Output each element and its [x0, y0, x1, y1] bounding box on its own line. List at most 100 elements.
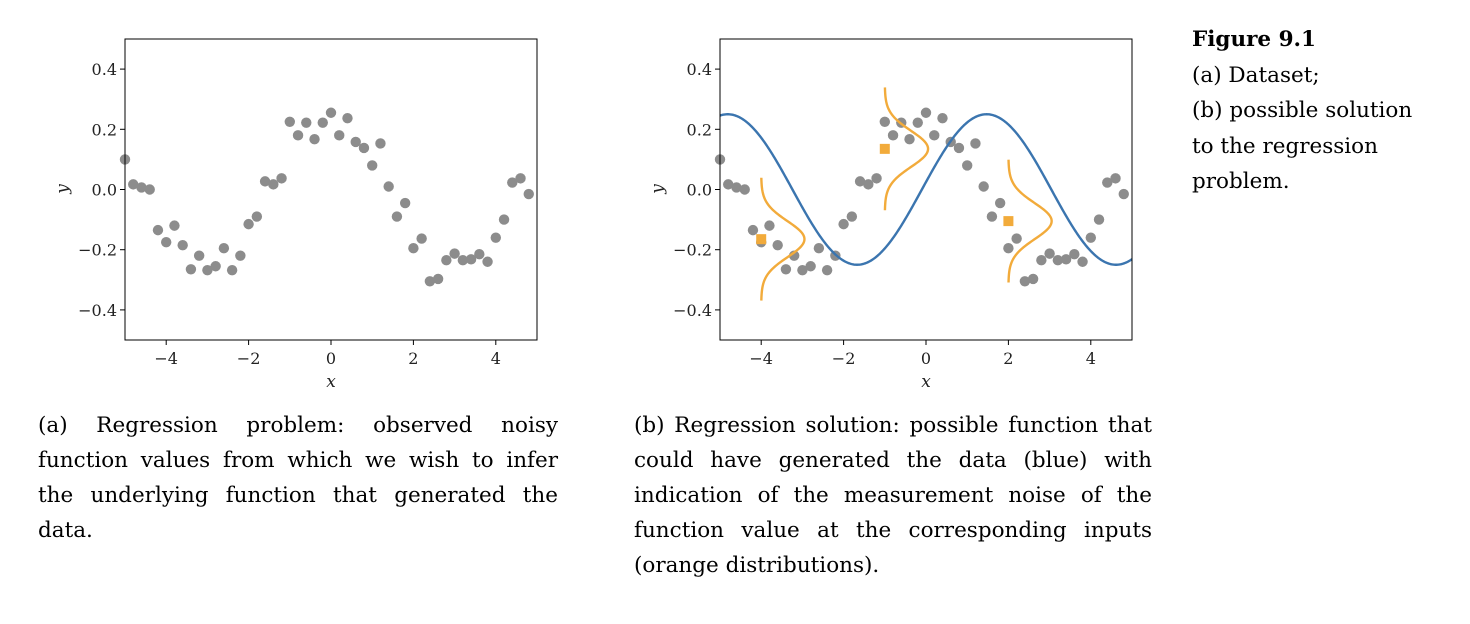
panel-b-ylabel: y: [648, 184, 668, 195]
panel-b-xtick-label-4: 4: [1086, 349, 1096, 368]
panel-b-point-15: [838, 218, 849, 230]
panel-b-point-33: [986, 211, 998, 222]
panel-b-point-44: [1077, 256, 1088, 267]
panel-a-xtick-label-3: 2: [408, 349, 418, 368]
panel-b-point-43: [1069, 249, 1080, 260]
panel-b-point-23: [904, 134, 915, 145]
panel-a-frame: [124, 38, 538, 341]
panel-a-point-26: [334, 130, 345, 141]
panel-a-xtick-label-1: −2: [237, 349, 261, 368]
panel-b-point-13: [821, 264, 833, 276]
panel-a-point-12: [218, 242, 230, 254]
panel-a-xtick-label-2: 0: [326, 349, 336, 368]
panel-b-xlabel: x: [921, 372, 931, 392]
figure-line-1: (a) Dataset;: [1192, 62, 1320, 88]
panel-b-point-25: [920, 107, 932, 118]
panel-a-point-7: [177, 239, 188, 251]
panel-a-point-24: [317, 117, 328, 128]
panel-a-xticks: −4 −2 0 2 4: [154, 340, 501, 368]
panel-b-point-26: [929, 130, 940, 141]
panel-b-ytick-label-4: −0.4: [673, 301, 712, 320]
panel-b-yticks: 0.4 0.2 0.0 −0.2 −0.4: [673, 60, 720, 320]
figure-title: Figure 9.1: [1192, 27, 1316, 52]
panel-a-point-48: [515, 173, 526, 184]
panel-a-point-21: [292, 130, 304, 141]
panel-a-point-10: [202, 264, 213, 276]
panel-a-point-33: [391, 211, 403, 222]
panel-a-point-45: [490, 232, 501, 243]
panel-a-ytick-label-1: 0.2: [92, 120, 117, 139]
panel-b-noise-marker-0: [756, 234, 767, 245]
caption-a: (a) Regression problem: observed noisy f…: [38, 413, 558, 543]
panel-b-point-2: [731, 182, 742, 193]
panel-a-point-35: [408, 242, 419, 254]
panel-a-point-23: [309, 134, 320, 145]
panel-a-ytick-label-3: −0.2: [78, 241, 117, 260]
panel-b-point-10: [797, 264, 808, 276]
panel-b-noise-marker-2: [1003, 216, 1014, 227]
panel-b-noise-curve-1: [883, 87, 930, 211]
panel-a-point-3: [144, 184, 155, 195]
panel-b-point-34: [994, 197, 1006, 209]
panel-b-point-32: [978, 181, 989, 192]
panel-a-point-28: [350, 136, 361, 148]
panel-b-point-4: [747, 224, 759, 236]
panel-b-point-35: [1003, 242, 1014, 254]
panel-b-frame: [719, 38, 1133, 341]
panel-b-ytick-label-2: 0.0: [687, 181, 712, 200]
panel-a-point-8: [185, 264, 197, 275]
panel-a-point-34: [399, 197, 411, 209]
panel-a-point-15: [243, 218, 254, 230]
figure-line-2: (b) possible solution: [1192, 98, 1413, 123]
panel-a-point-11: [210, 261, 221, 272]
panel-b-point-16: [846, 211, 858, 222]
panel-b-point-20: [879, 116, 890, 127]
panel-b-noise: [756, 87, 1053, 301]
panel-b-point-18: [863, 179, 874, 190]
panel-b-point-40: [1044, 248, 1055, 259]
panel-a-ytick-label-4: −0.4: [78, 301, 117, 320]
panel-a-point-49: [523, 188, 534, 200]
panel-b-ytick-label-0: 0.4: [687, 60, 712, 79]
panel-b-xtick-label-1: −2: [832, 349, 856, 368]
panel-b-point-38: [1027, 273, 1039, 285]
panel-a-point-1: [128, 179, 139, 190]
figure-line-4: problem.: [1192, 169, 1290, 194]
panel-a-point-6: [169, 220, 180, 231]
panel-b-point-47: [1102, 177, 1113, 188]
panel-b-point-12: [813, 242, 825, 254]
panel-b-point-45: [1085, 232, 1096, 243]
panel-a-point-29: [358, 142, 370, 154]
panel-b-point-42: [1060, 254, 1072, 265]
panel-a-chart: −4 −2 0 2 4 0.4 0.2 0.0 −0.2 −0.4 x y: [53, 38, 538, 392]
panel-a-point-38: [432, 273, 444, 285]
panel-b-point-17: [854, 176, 866, 187]
panel-b-point-48: [1110, 173, 1121, 184]
panel-a-points: [119, 107, 534, 287]
panel-a-point-37: [424, 276, 436, 287]
panel-a-yticks: 0.4 0.2 0.0 −0.2 −0.4: [78, 60, 125, 320]
panel-a-xtick-label-0: −4: [154, 349, 178, 368]
panel-b-point-6: [764, 220, 775, 231]
panel-a-point-30: [367, 160, 378, 171]
panel-a-point-27: [342, 112, 353, 124]
panel-b-point-30: [962, 160, 973, 171]
panel-b-point-8: [780, 264, 792, 275]
panel-a-xlabel: x: [326, 372, 336, 392]
panel-b-point-3: [739, 184, 750, 195]
panel-a-point-43: [474, 249, 485, 260]
panel-a-point-42: [465, 254, 477, 265]
panel-b-point-46: [1093, 214, 1105, 225]
panel-b-noise-curve-2: [1007, 159, 1053, 283]
panel-b-function-curve: [720, 113, 1132, 266]
panel-b-points: [714, 107, 1129, 287]
panel-b-point-11: [805, 261, 816, 272]
panel-b-point-19: [871, 173, 882, 184]
panel-a-point-14: [235, 250, 246, 261]
figure-line-3: to the regression: [1192, 133, 1378, 159]
panel-a-point-44: [482, 256, 493, 267]
panel-a-point-20: [284, 116, 295, 127]
panel-a-ylabel: y: [53, 184, 73, 195]
panel-a-xtick-label-4: 4: [491, 349, 501, 368]
panel-b-xticks: −4 −2 0 2 4: [749, 340, 1096, 368]
